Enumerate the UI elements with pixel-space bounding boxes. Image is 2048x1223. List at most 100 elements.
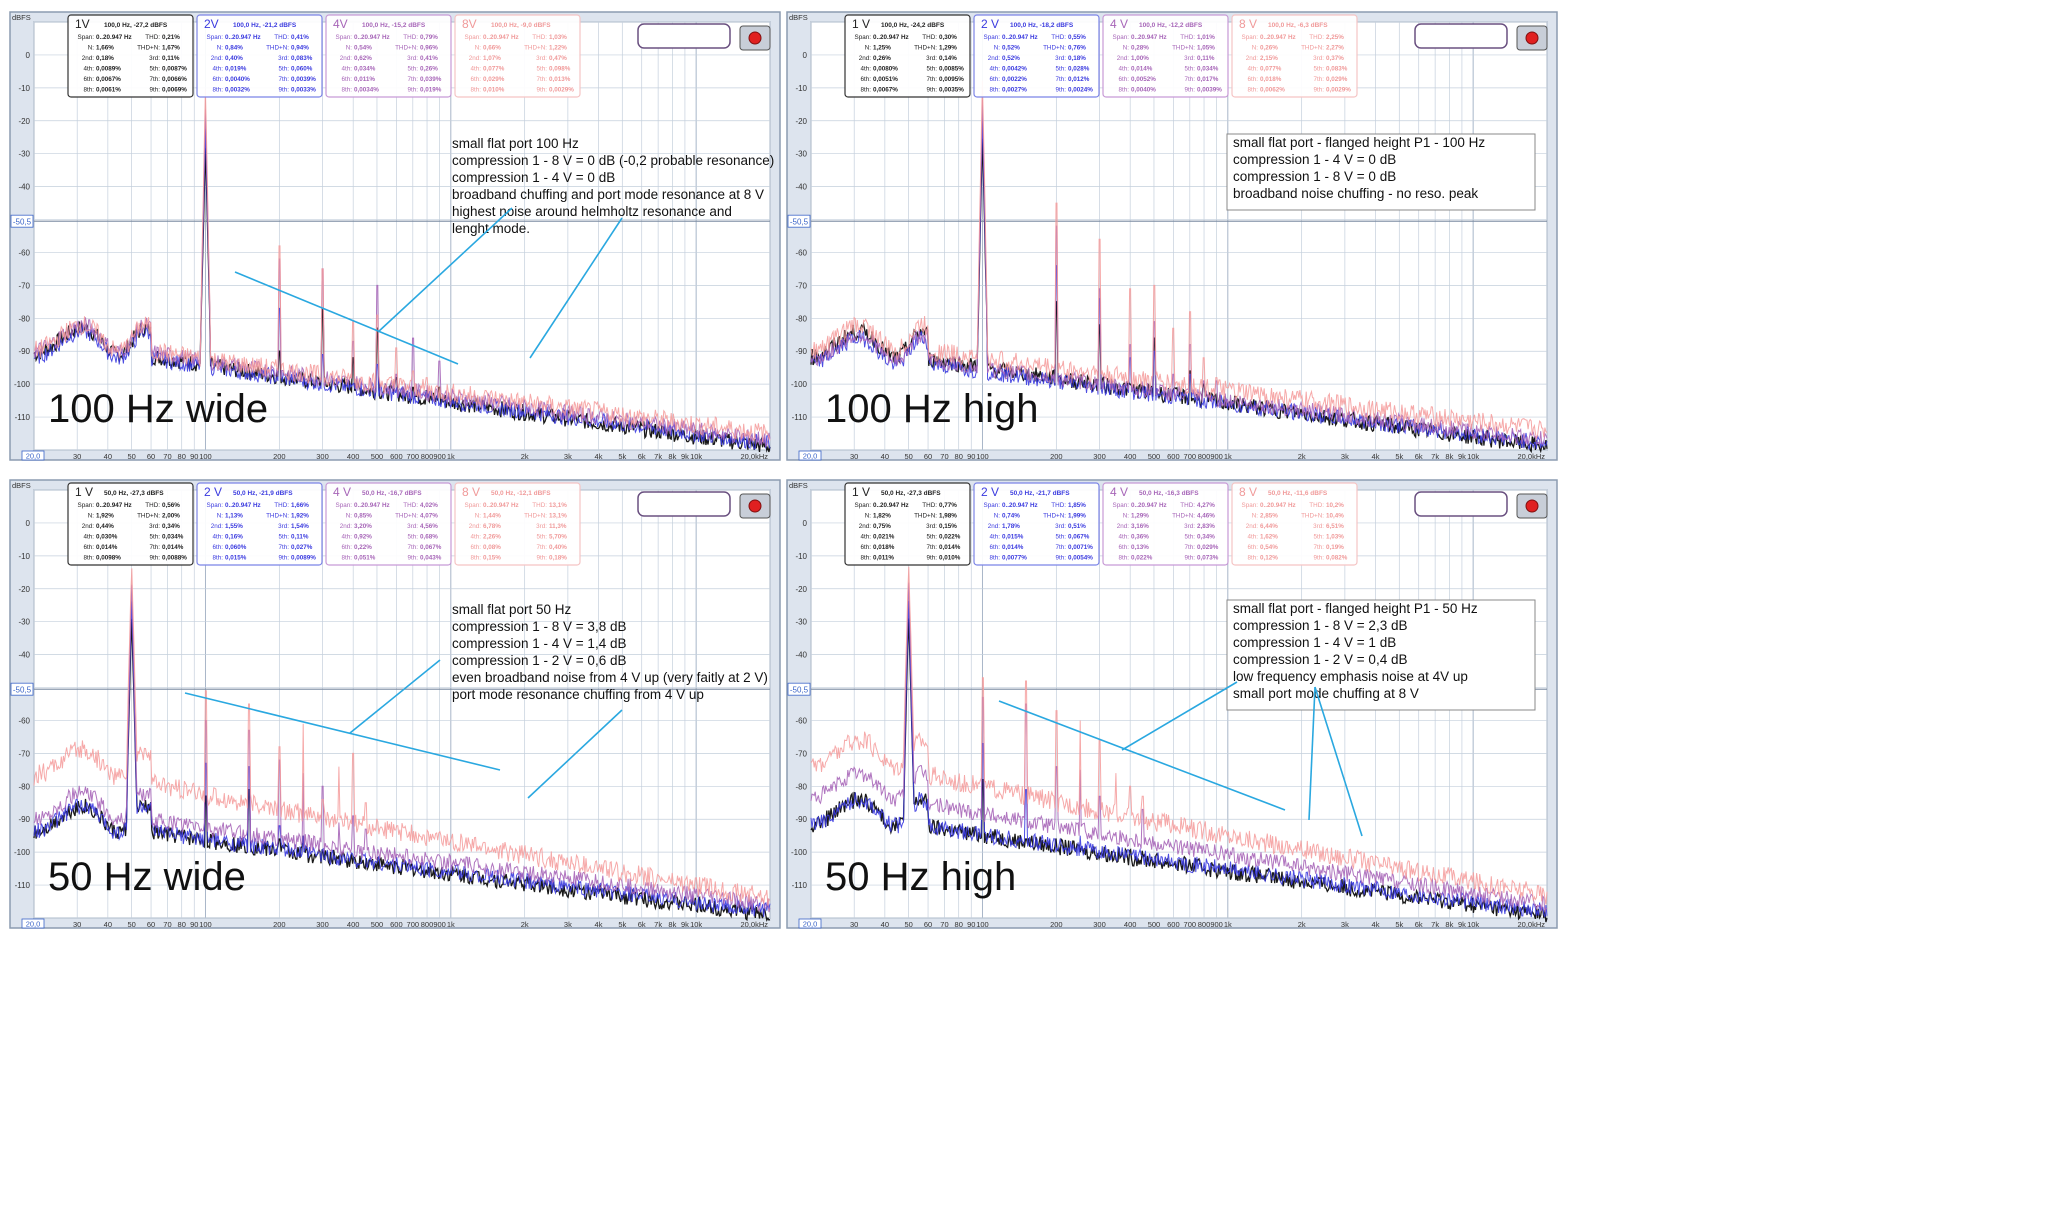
stats-value: 0..20.947 Hz bbox=[354, 34, 390, 41]
y-tick-label: -70 bbox=[18, 281, 30, 290]
stats-value: 2,85% bbox=[1260, 513, 1278, 520]
stats-value: 0,039% bbox=[420, 76, 442, 83]
y-tick-label: -60 bbox=[795, 248, 807, 257]
x-tick-label: 200 bbox=[273, 452, 286, 461]
stats-value: 0,0052% bbox=[1131, 76, 1156, 83]
stats-panel-frame bbox=[1102, 482, 1229, 566]
stats-panel: 2 V 100,0 Hz, -18,2 dBFS Span: 0..20.947 Hz… bbox=[973, 14, 1100, 98]
display-box[interactable] bbox=[1414, 491, 1508, 517]
spectrum-line bbox=[33, 568, 771, 906]
x-tick-label: 3k bbox=[564, 452, 572, 461]
stats-panel-frame bbox=[196, 14, 323, 98]
stats-panel-head: 50,0 Hz, -11,6 dBFS bbox=[1268, 490, 1328, 497]
annotation-line: compression 1 - 8 V = 2,3 dB bbox=[1233, 618, 1407, 633]
display-box[interactable] bbox=[637, 491, 731, 517]
stats-key: THD: bbox=[274, 502, 289, 509]
x-tick-label: 100 bbox=[976, 920, 989, 929]
stats-panel: 1 V 50,0 Hz, -27,3 dBFS Span: 0..20.947 Hz T… bbox=[844, 482, 971, 566]
stats-key: 2nd: bbox=[1117, 55, 1130, 62]
x-tick-label: 200 bbox=[273, 920, 286, 929]
stats-panel-frame bbox=[325, 482, 452, 566]
annotation-box bbox=[1226, 599, 1536, 711]
spectrum-line bbox=[810, 566, 1548, 905]
stats-panel: 8 V 50,0 Hz, -11,6 dBFS Span: 0..20.947 Hz T… bbox=[1231, 482, 1358, 566]
stats-value: 1,67% bbox=[162, 45, 180, 52]
y-tick-label: -90 bbox=[795, 815, 807, 824]
x-tick-label: 600 bbox=[1167, 452, 1180, 461]
y-tick-label: -40 bbox=[795, 651, 807, 660]
stats-key: N: bbox=[994, 513, 1001, 520]
stats-key: 7th: bbox=[1313, 544, 1324, 551]
stats-key: 3rd: bbox=[926, 55, 937, 62]
spectrum-line bbox=[33, 89, 771, 442]
stats-value: 0,0089% bbox=[96, 66, 121, 73]
stats-key: 7th: bbox=[536, 544, 547, 551]
stats-key: 6th: bbox=[83, 76, 94, 83]
stats-key: 8th: bbox=[470, 555, 481, 562]
callout-arrow bbox=[184, 692, 501, 771]
stats-value: 0..20.947 Hz bbox=[1131, 502, 1167, 509]
stats-panel-head: 50,0 Hz, -16,3 dBFS bbox=[1139, 490, 1199, 497]
stats-value: 4,02% bbox=[420, 502, 438, 509]
x-start-box bbox=[798, 450, 822, 461]
display-box[interactable] bbox=[1414, 23, 1508, 49]
stats-key: 9th: bbox=[536, 87, 547, 94]
stats-key: N: bbox=[475, 45, 482, 52]
stats-key: 3rd: bbox=[407, 55, 418, 62]
stats-value: 0,55% bbox=[1068, 34, 1086, 41]
stats-key: THD: bbox=[403, 34, 418, 41]
stats-key: Span: bbox=[78, 34, 95, 41]
stats-key: Span: bbox=[984, 502, 1001, 509]
stats-value: 0,52% bbox=[1002, 45, 1020, 52]
annotation-line: compression 1 - 4 V = 1 dB bbox=[1233, 635, 1396, 650]
stats-panel-frame bbox=[454, 482, 581, 566]
stats-value: 0,060% bbox=[291, 66, 313, 73]
x-tick-label: 400 bbox=[347, 920, 360, 929]
stats-key: 5th: bbox=[1313, 534, 1324, 541]
stats-key: 9th: bbox=[1184, 87, 1195, 94]
x-tick-label: 400 bbox=[1124, 452, 1137, 461]
stats-value: 0..20.947 Hz bbox=[354, 502, 390, 509]
stats-key: 5th: bbox=[278, 66, 289, 73]
x-tick-label: 10k bbox=[690, 452, 702, 461]
stats-value: 1,25% bbox=[873, 45, 891, 52]
stats-value: 0,010% bbox=[939, 555, 961, 562]
x-tick-label: 10k bbox=[1467, 920, 1479, 929]
x-tick-label: 2k bbox=[1298, 452, 1306, 461]
stats-value: 0,56% bbox=[162, 502, 180, 509]
stats-value: 0,40% bbox=[225, 55, 243, 62]
stats-panel: 4 V 50,0 Hz, -16,3 dBFS Span: 0..20.947 Hz T… bbox=[1102, 482, 1229, 566]
stats-key: 6th: bbox=[860, 544, 871, 551]
stats-value: 0..20.947 Hz bbox=[225, 34, 261, 41]
stats-key: Span: bbox=[855, 502, 872, 509]
stats-value: 0,0035% bbox=[939, 87, 964, 94]
stats-key: 5th: bbox=[536, 66, 547, 73]
stats-value: 0,54% bbox=[354, 45, 372, 52]
stats-key: 6th: bbox=[341, 76, 352, 83]
stats-value: 0,015% bbox=[1002, 534, 1024, 541]
y-tick-label: 0 bbox=[26, 519, 31, 528]
level-marker-box bbox=[10, 682, 34, 696]
stats-key: 3rd: bbox=[149, 55, 160, 62]
x-start-box bbox=[798, 918, 822, 929]
stats-key: 4th: bbox=[83, 66, 94, 73]
x-tick-label: 5k bbox=[1395, 452, 1403, 461]
stats-value: 2,25% bbox=[1326, 34, 1344, 41]
stats-value: 0,098% bbox=[549, 66, 571, 73]
display-box[interactable] bbox=[637, 23, 731, 49]
annotation-line: compression 1 - 8 V = 3,8 dB bbox=[452, 619, 626, 634]
stats-value: 0,014% bbox=[1002, 544, 1024, 551]
stats-value: 0,0054% bbox=[1068, 555, 1093, 562]
stats-key: 4th: bbox=[860, 66, 871, 73]
stats-key: 4th: bbox=[212, 534, 223, 541]
stats-value: 0,13% bbox=[1131, 544, 1149, 551]
x-tick-label: 80 bbox=[178, 452, 186, 461]
chart-3: -50,5 dBFS 0 -10 -20 -30 -40 -60 -70 -80 -90 -100 -1… bbox=[786, 479, 1558, 929]
chart-0: -50,5 dBFS 0 -10 -20 -30 -40 -60 -70 -80 -90 -100 -1… bbox=[9, 11, 781, 461]
stats-key: 2nd: bbox=[859, 523, 872, 530]
annotation-line: compression 1 - 4 V = 0 dB bbox=[1233, 152, 1396, 167]
stats-value: 0,15% bbox=[939, 523, 957, 530]
spectrum-line bbox=[33, 618, 771, 922]
x-tick-label: 500 bbox=[1148, 452, 1161, 461]
stats-value: 6,44% bbox=[1260, 523, 1278, 530]
